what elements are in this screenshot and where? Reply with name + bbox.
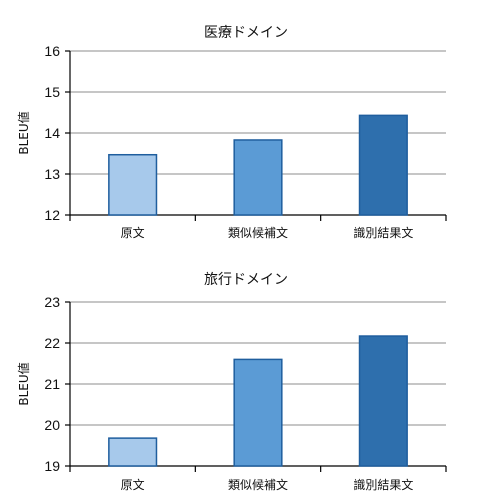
y-tick-label: 22 bbox=[44, 335, 60, 351]
y-tick-label: 16 bbox=[44, 43, 60, 59]
category-label-original: 原文 bbox=[121, 225, 145, 240]
bar-similar-candidate bbox=[233, 358, 283, 467]
y-tick-label: 15 bbox=[44, 84, 60, 100]
chart-medical-domain: 医療ドメイン 12 13 14 15 16 原文 類似候補文 識別結果文 BLEU値 bbox=[16, 24, 447, 240]
bar-identification-result bbox=[358, 335, 408, 467]
category-label-original: 原文 bbox=[121, 477, 145, 492]
y-tick-label: 21 bbox=[44, 376, 60, 392]
bar-identification-result bbox=[358, 114, 408, 216]
y-tick-label: 20 bbox=[44, 417, 60, 433]
y-axis-label: BLEU値 bbox=[16, 111, 31, 154]
y-tick-label: 12 bbox=[44, 207, 60, 223]
chart-title: 医療ドメイン bbox=[204, 24, 288, 41]
chart-title: 旅行ドメイン bbox=[204, 272, 288, 288]
category-label-identification-result: 識別結果文 bbox=[353, 477, 413, 492]
bar-original bbox=[108, 153, 158, 216]
category-label-similar-candidate: 類似候補文 bbox=[228, 225, 288, 240]
category-label-identification-result: 識別結果文 bbox=[353, 225, 413, 240]
y-tick-label: 23 bbox=[44, 294, 60, 310]
bar-original bbox=[108, 437, 158, 467]
category-label-similar-candidate: 類似候補文 bbox=[228, 477, 288, 492]
y-tick-label: 19 bbox=[44, 458, 60, 474]
y-axis-label: BLEU値 bbox=[16, 362, 31, 405]
chart-travel-domain: 旅行ドメイン 19 20 21 22 23 原文 類似候補文 識別結果文 BLEU値 bbox=[16, 272, 447, 492]
y-tick-label: 13 bbox=[44, 166, 60, 182]
bar-similar-candidate bbox=[233, 139, 283, 216]
y-tick-label: 14 bbox=[44, 125, 60, 141]
